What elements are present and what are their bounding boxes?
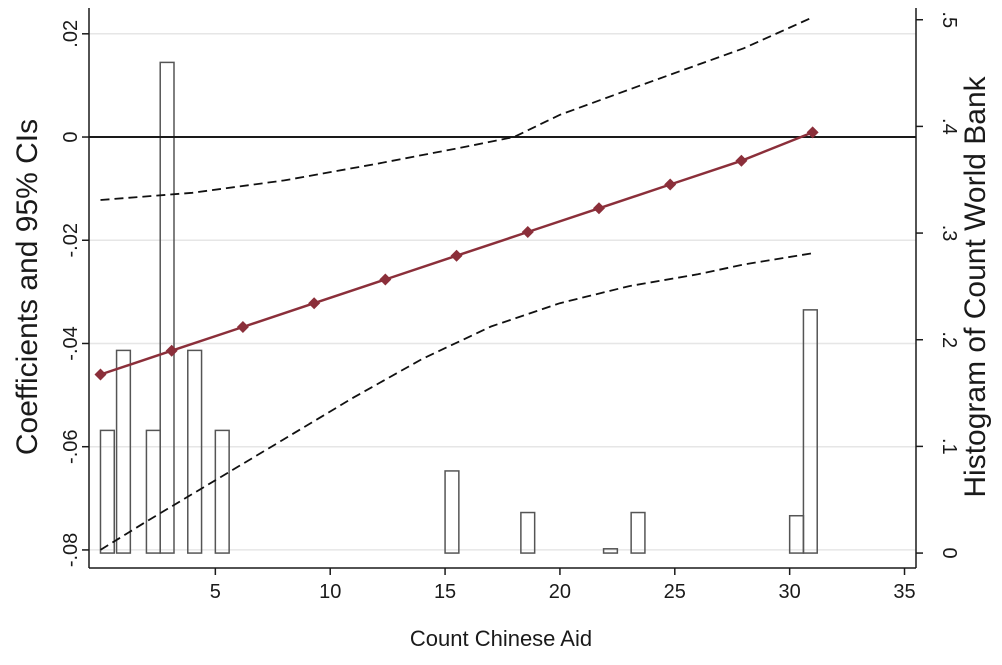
coefficient-marker	[94, 368, 107, 381]
upper-ci-line	[100, 16, 813, 201]
axes	[82, 8, 923, 575]
x-tick-label: 15	[434, 581, 456, 603]
coefficient-marker	[592, 202, 605, 215]
coefficient-marker	[521, 226, 534, 238]
y2-tick-label: .3	[938, 225, 960, 242]
lower-ci-line	[100, 252, 813, 551]
histogram-bar	[99, 429, 116, 554]
y2-tick-label: .5	[938, 11, 960, 28]
gridlines	[89, 33, 916, 551]
histogram-bar	[802, 309, 818, 554]
histogram-bar	[115, 349, 132, 554]
tick-labels: 5 10 15 20 25 30 35 .02 0 -.02 -.04 -.06 -.08 0 .1 .2 .3…	[60, 11, 960, 603]
coefficient-marker	[308, 297, 321, 310]
x-tick-label: 25	[664, 581, 686, 603]
coefficient-marker	[664, 178, 677, 191]
y2-tick-label: .4	[938, 118, 960, 135]
histogram-bar	[630, 511, 646, 554]
y-tick-label: -.06	[60, 429, 82, 463]
histogram-bar	[145, 429, 161, 554]
y2-tick-label: .1	[938, 438, 960, 455]
coefficient-marker	[165, 344, 178, 357]
y-tick-label: .02	[60, 20, 82, 48]
histogram-bar	[788, 514, 805, 554]
histogram-bar	[159, 61, 175, 554]
x-tick-label: 20	[549, 581, 571, 603]
y-tick-label: -.04	[60, 326, 82, 360]
x-axis-title: Count Chinese Aid	[410, 626, 592, 651]
y2-axis-title: Histogram of Count World Bank	[959, 75, 992, 497]
coefficient-marker	[450, 249, 463, 262]
y-axis-title: Coefficients and 95% CIs	[11, 119, 44, 455]
x-tick-label: 5	[210, 581, 221, 603]
coefficient-marker	[735, 154, 748, 167]
x-tick-label: 30	[779, 581, 801, 603]
histogram-bars	[99, 61, 818, 554]
coefficient-marker	[806, 126, 819, 139]
y2-tick-label: 0	[938, 548, 960, 559]
histogram-bar	[444, 470, 460, 554]
y-tick-label: -.08	[60, 533, 82, 567]
histogram-bar	[214, 429, 230, 554]
histogram-bar	[602, 548, 619, 554]
y2-tick-label: .2	[938, 331, 960, 348]
histogram-bar	[187, 349, 203, 554]
histogram-bar	[520, 511, 536, 554]
y-tick-label: 0	[60, 131, 82, 142]
y-tick-label: -.02	[60, 223, 82, 257]
coefficient-marker	[379, 273, 392, 286]
series-lines	[94, 16, 819, 551]
coefficient-marker	[236, 320, 249, 333]
x-tick-label: 35	[893, 581, 915, 603]
x-tick-label: 10	[319, 581, 341, 603]
